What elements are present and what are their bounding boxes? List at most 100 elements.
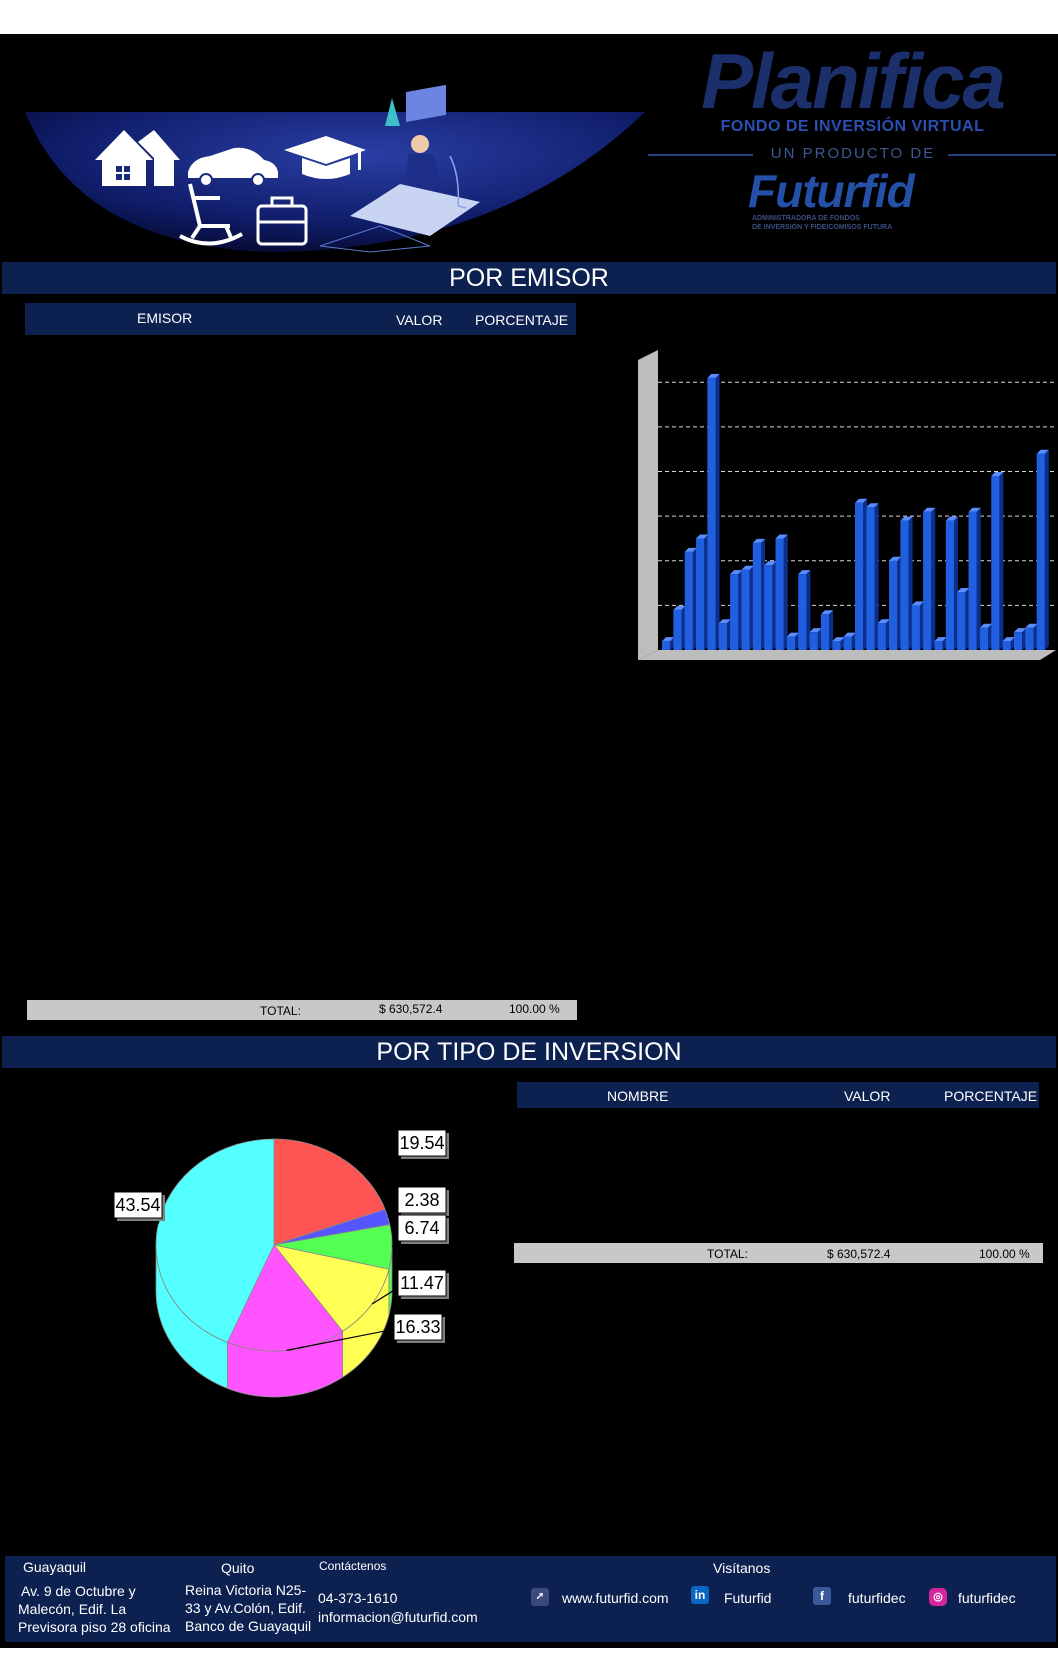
brand-title: Planifica <box>660 40 1045 122</box>
pie-label: 43.54 <box>114 1192 165 1221</box>
section-title-tipo: POR TIPO DE INVERSION <box>2 1036 1056 1068</box>
emisor-total-percent: 100.00 % <box>509 1002 560 1016</box>
bar-side <box>999 472 1003 650</box>
pie-label-text: 6.74 <box>404 1218 439 1238</box>
footer-visit-title: Visítanos <box>713 1559 770 1577</box>
bar <box>1014 632 1022 650</box>
column-porcentaje: PORCENTAJE <box>475 312 568 328</box>
bar-side <box>784 534 788 650</box>
bar <box>889 561 897 650</box>
bar <box>662 641 670 650</box>
footer-guayaquil-address-2: Malecón, Edif. La <box>18 1600 126 1618</box>
column-porcentaje: PORCENTAJE <box>944 1088 1037 1104</box>
tipo-table-header: NOMBRE VALOR PORCENTAJE <box>517 1082 1039 1108</box>
column-emisor: EMISOR <box>137 310 192 326</box>
emisor-total-row: TOTAL: $ 630,572.4 100.00 % <box>27 1000 577 1020</box>
bar <box>991 476 999 650</box>
pie-label: 2.38 <box>398 1187 449 1216</box>
bar <box>957 592 965 650</box>
bar <box>912 605 920 650</box>
bar <box>753 543 761 650</box>
bar <box>730 574 738 650</box>
bar <box>776 538 784 650</box>
bar-side <box>1045 450 1049 650</box>
pie-label-text: 43.54 <box>115 1195 160 1215</box>
pie-label: 19.54 <box>398 1130 449 1159</box>
footer-facebook[interactable]: futurfidec <box>848 1589 906 1607</box>
bar <box>787 637 795 650</box>
footer-phone[interactable]: 04-373-1610 <box>318 1589 397 1607</box>
footer: Guayaquil Av. 9 de Octubre y Malecón, Ed… <box>5 1556 1056 1642</box>
footer-guayaquil-address-1: Av. 9 de Octubre y <box>21 1582 136 1600</box>
emisor-bar-chart <box>630 340 1058 660</box>
section-title-emisor: POR EMISOR <box>2 262 1056 294</box>
bar <box>844 637 852 650</box>
pie-label-text: 2.38 <box>404 1190 439 1210</box>
chart-side-wall <box>638 350 658 660</box>
bar <box>798 574 806 650</box>
pie-leader-line <box>342 1144 404 1158</box>
footer-guayaquil-address-3: Previsora piso 28 oficina <box>18 1618 171 1636</box>
brand-subtitle: FONDO DE INVERSIÓN VIRTUAL <box>660 118 1045 136</box>
column-nombre: NOMBRE <box>607 1088 668 1104</box>
bar <box>946 521 954 650</box>
tipo-pie-chart: 19.54 2.38 6.74 11.47 16.33 43.54 <box>60 1130 480 1420</box>
column-valor: VALOR <box>844 1088 890 1104</box>
bar <box>878 623 886 650</box>
pie-label-text: 16.33 <box>395 1317 440 1337</box>
bar <box>980 628 988 650</box>
bar <box>719 623 727 650</box>
bar <box>855 503 863 650</box>
footer-instagram[interactable]: futurfidec <box>958 1589 1016 1607</box>
header-banner <box>20 76 660 256</box>
footer-quito-address-3: Banco de Guayaquil <box>185 1617 311 1635</box>
chart-floor <box>638 650 1056 660</box>
emisor-total-label: TOTAL: <box>260 1004 301 1018</box>
linkedin-icon: in <box>691 1586 709 1604</box>
footer-website[interactable]: www.futurfid.com <box>562 1589 669 1607</box>
bar <box>741 570 749 650</box>
bar <box>764 565 772 650</box>
tipo-total-row: TOTAL: $ 630,572.4 100.00 % <box>514 1243 1043 1263</box>
column-valor: VALOR <box>396 312 442 328</box>
emisor-total-value: $ 630,572.4 <box>379 1002 442 1016</box>
pie-label: 11.47 <box>398 1270 449 1299</box>
tipo-total-value: $ 630,572.4 <box>827 1247 890 1261</box>
bar <box>1037 454 1045 650</box>
footer-quito-address-1: Reina Victoria N25- <box>185 1581 306 1599</box>
pie-label: 6.74 <box>398 1215 449 1244</box>
bar <box>685 552 693 650</box>
company-tagline: ADMINISTRADORA DE FONDOS DE INVERSIÓN Y … <box>752 214 892 232</box>
footer-email[interactable]: informacion@futurfid.com <box>318 1608 478 1626</box>
footer-quito-address-2: 33 y Av.Colón, Edif. <box>185 1599 306 1617</box>
bar <box>821 614 829 650</box>
bar <box>866 507 874 650</box>
bar <box>696 538 704 650</box>
footer-contact-title: Contáctenos <box>319 1557 386 1575</box>
pie-label-text: 11.47 <box>400 1273 444 1293</box>
bar <box>969 512 977 650</box>
bar-side <box>716 374 720 650</box>
footer-quito-title: Quito <box>221 1559 254 1577</box>
facebook-icon: f <box>813 1587 831 1605</box>
brand-product: UN PRODUCTO DE <box>758 145 948 162</box>
pie-label-text: 19.54 <box>399 1133 444 1153</box>
footer-guayaquil-title: Guayaquil <box>23 1558 86 1576</box>
bar <box>1003 641 1011 650</box>
bar <box>900 521 908 650</box>
pie-label: 16.33 <box>394 1314 445 1343</box>
brand-product-line: UN PRODUCTO DE <box>648 144 1058 164</box>
bar <box>810 632 818 650</box>
bar-side <box>931 508 935 650</box>
emisor-table-header: EMISOR VALOR PORCENTAJE <box>25 303 576 335</box>
bar <box>1025 628 1033 650</box>
bar <box>923 512 931 650</box>
company-name: Futurfid <box>748 166 914 216</box>
bar <box>934 641 942 650</box>
instagram-icon: ◎ <box>929 1588 947 1606</box>
footer-linkedin[interactable]: Futurfid <box>724 1589 771 1607</box>
tipo-total-percent: 100.00 % <box>979 1247 1030 1261</box>
web-icon: ➚ <box>531 1588 549 1606</box>
bar <box>832 641 840 650</box>
bar <box>707 378 715 650</box>
